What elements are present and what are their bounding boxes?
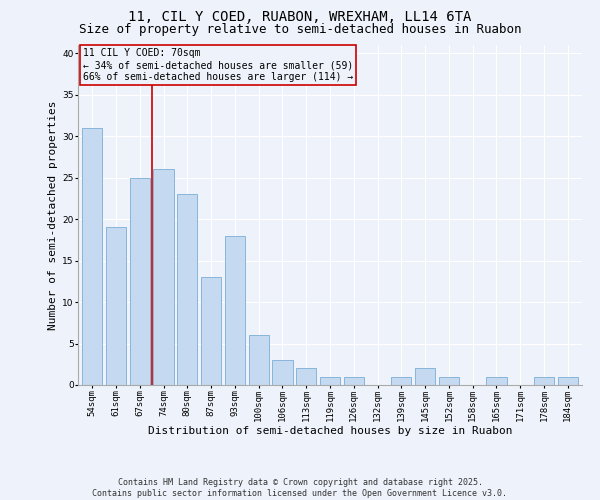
Y-axis label: Number of semi-detached properties: Number of semi-detached properties [48,100,58,330]
Bar [82,128,103,385]
Bar [296,368,316,385]
Bar [177,194,197,385]
Bar [201,277,221,385]
Text: Size of property relative to semi-detached houses in Ruabon: Size of property relative to semi-detach… [79,22,521,36]
Bar [272,360,293,385]
Text: Contains HM Land Registry data © Crown copyright and database right 2025.
Contai: Contains HM Land Registry data © Crown c… [92,478,508,498]
Bar [439,376,459,385]
Bar [415,368,435,385]
Bar [557,376,578,385]
X-axis label: Distribution of semi-detached houses by size in Ruabon: Distribution of semi-detached houses by … [148,426,512,436]
Bar [534,376,554,385]
Bar [248,335,269,385]
Text: 11 CIL Y COED: 70sqm
← 34% of semi-detached houses are smaller (59)
66% of semi-: 11 CIL Y COED: 70sqm ← 34% of semi-detac… [83,48,353,82]
Bar [154,170,173,385]
Bar [130,178,150,385]
Bar [106,228,126,385]
Bar [487,376,506,385]
Text: 11, CIL Y COED, RUABON, WREXHAM, LL14 6TA: 11, CIL Y COED, RUABON, WREXHAM, LL14 6T… [128,10,472,24]
Bar [320,376,340,385]
Bar [344,376,364,385]
Bar [391,376,412,385]
Bar [225,236,245,385]
